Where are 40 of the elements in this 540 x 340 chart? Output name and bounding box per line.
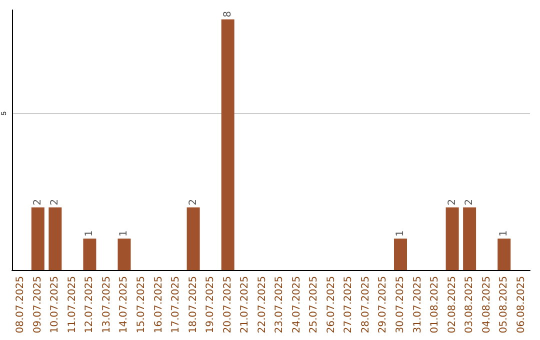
x-tick-label: 06.08.2025 [516, 276, 527, 334]
x-tick-label: 23.07.2025 [274, 276, 286, 334]
data-label: 2 [464, 198, 476, 206]
x-tick-label: 17.07.2025 [170, 276, 182, 334]
data-label: 1 [498, 230, 510, 237]
x-tick-label: 31.07.2025 [412, 276, 424, 334]
x-tick-label: 11.07.2025 [66, 276, 78, 334]
x-tick-label: 25.07.2025 [308, 276, 320, 334]
x-tick-label: 01.08.2025 [430, 276, 441, 334]
x-tick-label: 27.07.2025 [343, 276, 354, 334]
x-tick-label: 21.07.2025 [240, 276, 251, 334]
x-tick-label: 28.07.2025 [360, 276, 372, 334]
x-tick-label: 22.07.2025 [256, 276, 268, 334]
data-label: 8 [222, 11, 234, 18]
x-tick-label: 13.07.2025 [101, 276, 112, 334]
x-tick-label: 19.07.2025 [205, 276, 216, 334]
x-tick-label: 10.07.2025 [50, 276, 61, 334]
x-tick-label: 05.08.2025 [498, 276, 510, 334]
data-label: 2 [188, 198, 199, 206]
x-tick-label: 03.08.2025 [464, 276, 476, 334]
x-tick-label: 09.07.2025 [32, 276, 44, 334]
x-tick-label: 29.07.2025 [378, 276, 389, 334]
x-tick-label: 30.07.2025 [395, 276, 406, 334]
data-label: 1 [118, 230, 130, 237]
data-label: 2 [50, 198, 61, 206]
x-tick-label: 20.07.2025 [222, 276, 234, 334]
x-tick-label: 08.07.2025 [15, 276, 26, 334]
data-label: 2 [446, 198, 458, 206]
x-tick-label: 12.07.2025 [84, 276, 96, 334]
x-tick-label: 16.07.2025 [153, 276, 164, 334]
x-tick-label: 15.07.2025 [136, 276, 147, 334]
x-tick-label: 14.07.2025 [118, 276, 130, 334]
data-label: 1 [395, 230, 406, 237]
x-tick-label: 18.07.2025 [188, 276, 199, 334]
data-label: 2 [32, 198, 44, 206]
data-label: 1 [84, 230, 96, 237]
x-tick-label: 26.07.2025 [326, 276, 337, 334]
x-tick-label: 04.08.2025 [481, 276, 492, 334]
x-tick-label: 02.08.2025 [446, 276, 458, 334]
x-tick-label: 24.07.2025 [291, 276, 302, 334]
